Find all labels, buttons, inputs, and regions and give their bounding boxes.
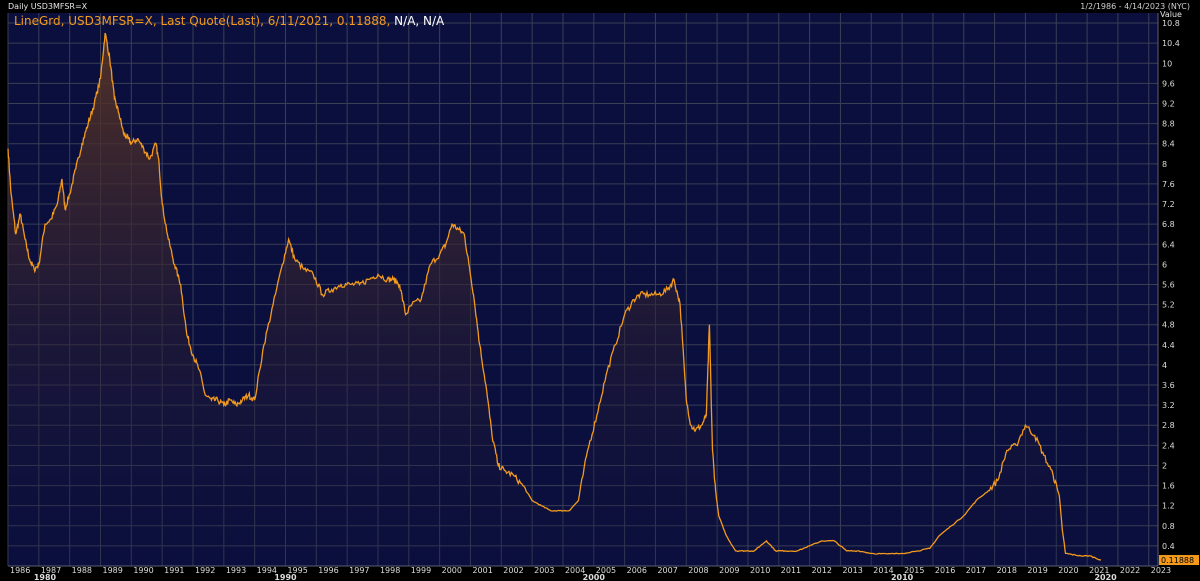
x-tick-label: 2015 (904, 566, 924, 575)
y-tick-label: 10 (1162, 59, 1172, 68)
x-tick-label: 2004 (565, 566, 585, 575)
y-tick-label: 4 (1162, 361, 1167, 370)
y-tick-label: 3.2 (1162, 401, 1175, 410)
x-tick-label: 2000 (442, 566, 462, 575)
y-tick-label: 7.2 (1162, 200, 1175, 209)
x-tick-label: 2014 (873, 566, 893, 575)
last-value-text: 0.11888 (1161, 556, 1194, 565)
y-tick-label: 1.6 (1162, 482, 1175, 491)
x-tick-label: 1997 (349, 566, 369, 575)
y-tick-label: 5.2 (1162, 301, 1175, 310)
decade-label: 2000 (583, 573, 606, 581)
y-tick-label: 8.4 (1162, 140, 1175, 149)
y-tick-label: 4.8 (1162, 321, 1175, 330)
x-tick-label: 1993 (226, 566, 246, 575)
x-tick-label: 2018 (997, 566, 1017, 575)
x-tick-label: 1995 (287, 566, 307, 575)
x-tick-label: 2007 (657, 566, 677, 575)
area-fill (8, 33, 1101, 567)
y-axis-label: Value (1160, 10, 1182, 19)
x-tick-label: 1986 (10, 566, 30, 575)
y-tick-label: 9.2 (1162, 99, 1175, 108)
legend-text: LineGrd, USD3MFSR=X, Last Quote(Last), 6… (14, 14, 391, 28)
x-tick-label: 2017 (966, 566, 986, 575)
y-tick-label: 2.4 (1162, 441, 1175, 450)
x-tick-label: 1999 (411, 566, 431, 575)
series-area (7, 32, 1102, 567)
x-axis: 1986 1987 1988 1989 1990 1991 1992 1993 1994 1995… (8, 565, 1171, 581)
y-tick-label: 7.6 (1162, 180, 1175, 189)
y-tick-label: 8 (1162, 160, 1167, 169)
y-tick-label: 10.8 (1162, 19, 1180, 28)
x-tick-label: 2002 (503, 566, 523, 575)
x-tick-label: 1987 (41, 566, 61, 575)
x-tick-label: 2012 (812, 566, 832, 575)
series-line (7, 32, 1102, 561)
x-tick-label: 1989 (102, 566, 122, 575)
x-tick-label: 1990 (133, 566, 153, 575)
x-tick-label: 2023 (1151, 566, 1171, 575)
top-bar: Daily USD3MFSR=X 1/2/1986 - 4/14/2023 (N… (0, 0, 1200, 13)
y-tick-label: 8.8 (1162, 120, 1175, 129)
x-tick-label: 2011 (781, 566, 801, 575)
x-tick-label: 2010 (750, 566, 770, 575)
x-tick-label: 2016 (935, 566, 955, 575)
x-tick-label: 2006 (627, 566, 647, 575)
y-tick-label: 2.8 (1162, 421, 1175, 430)
decade-label: 2020 (1094, 573, 1117, 581)
x-tick-label: 1996 (318, 566, 338, 575)
decade-label: 2010 (891, 573, 914, 581)
x-tick-label: 2021 (1089, 566, 1109, 575)
last-value-marker: 0.11888 (1159, 555, 1199, 566)
x-tick-label: 2005 (596, 566, 616, 575)
x-tick-label: 2013 (842, 566, 862, 575)
x-tick-label: 1991 (164, 566, 184, 575)
last-value-box (1159, 555, 1199, 566)
y-tick-label: 0.8 (1162, 522, 1175, 531)
y-tick-label: 0.4 (1162, 542, 1175, 551)
x-tick-label: 1994 (257, 566, 277, 575)
decade-label: 1990 (274, 573, 297, 581)
x-tick-label: 2019 (1027, 566, 1047, 575)
x-tick-label: 2020 (1058, 566, 1078, 575)
date-range: 1/2/1986 - 4/14/2023 (NYC) (1080, 2, 1190, 11)
y-tick-label: 5.6 (1162, 280, 1175, 289)
legend-na: N/A, N/A (394, 14, 445, 28)
x-tick-label: 2022 (1120, 566, 1140, 575)
y-axis: 0.4 0.8 1.2 1.6 2 2.4 2.8 3.2 3.6 4 4.4 4.8 5.2 5.6 6 6… (1157, 10, 1182, 566)
legend: LineGrd, USD3MFSR=X, Last Quote(Last), 6… (14, 14, 444, 28)
y-tick-label: 3.6 (1162, 381, 1175, 390)
y-tick-label: 10.4 (1162, 39, 1180, 48)
x-tick-label: 2009 (719, 566, 739, 575)
x-tick-label: 1992 (195, 566, 215, 575)
x-tick-label: 1998 (380, 566, 400, 575)
x-tick-label: 1988 (72, 566, 92, 575)
x-tick-label: 2003 (534, 566, 554, 575)
y-tick-label: 9.6 (1162, 79, 1175, 88)
x-tick-label: 2008 (688, 566, 708, 575)
decade-label: 1980 (34, 573, 57, 581)
y-tick-label: 6 (1162, 260, 1167, 269)
y-tick-label: 4.4 (1162, 341, 1175, 350)
y-tick-label: 1.2 (1162, 502, 1175, 511)
y-tick-label: 6.4 (1162, 240, 1175, 249)
x-tick-label: 2001 (472, 566, 492, 575)
y-tick-label: 6.8 (1162, 220, 1175, 229)
chart-ticker-title: Daily USD3MFSR=X (8, 2, 88, 11)
y-tick-label: 2 (1162, 461, 1167, 470)
